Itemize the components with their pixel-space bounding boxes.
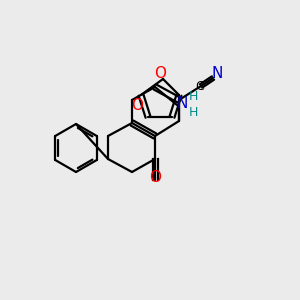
Text: N: N <box>176 95 188 110</box>
Text: O: O <box>149 170 161 185</box>
Text: H: H <box>188 106 198 118</box>
Text: H: H <box>188 91 198 103</box>
Text: O: O <box>154 67 166 82</box>
Text: N: N <box>211 67 223 82</box>
Text: O: O <box>131 98 143 113</box>
Text: C: C <box>196 80 204 94</box>
